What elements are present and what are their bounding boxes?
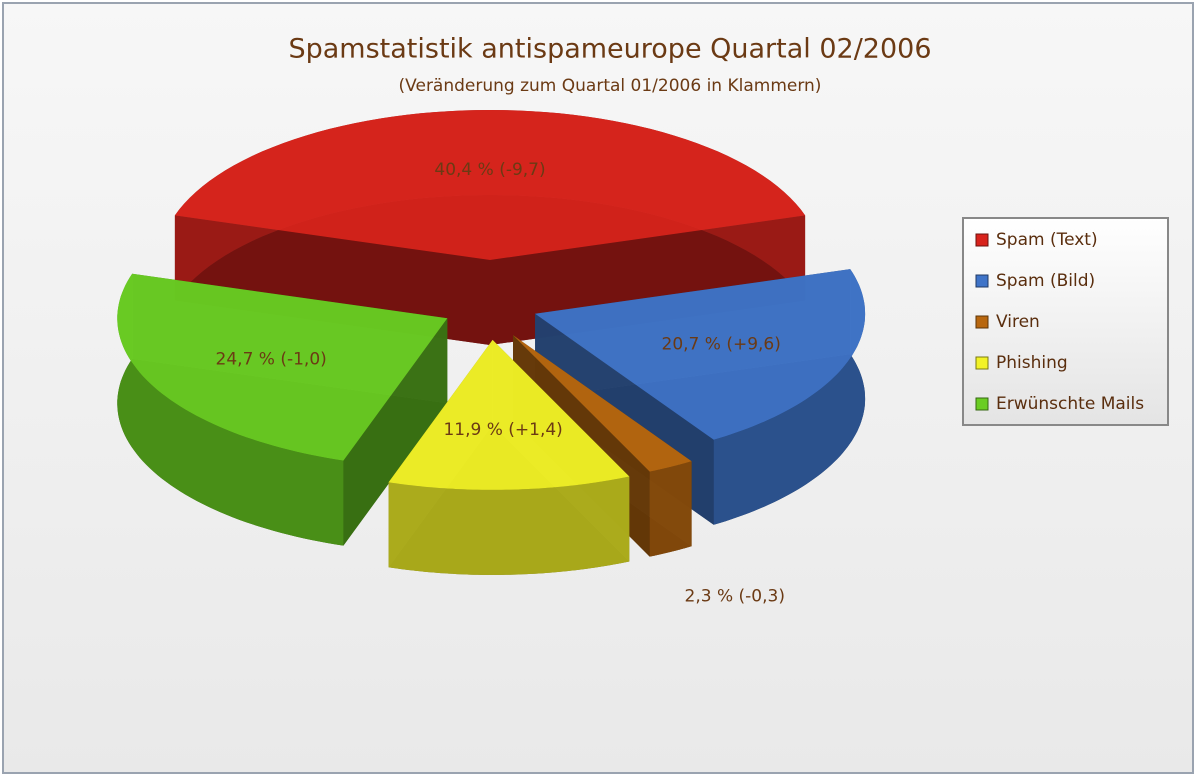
legend-swatch <box>975 274 989 288</box>
legend: Spam (Text) Spam (Bild) Viren Phishing Erwün… <box>962 217 1169 426</box>
legend-box <box>962 217 1169 426</box>
data-label: 40,4 % (-9,7) <box>434 160 545 180</box>
slice <box>117 273 448 461</box>
chart-title: Spamstatistik antispameurope Quartal 02/… <box>288 34 931 65</box>
slice <box>513 335 692 472</box>
slice-wall <box>388 476 630 575</box>
slice <box>388 339 630 490</box>
slice-wall <box>649 461 692 557</box>
legend-swatch <box>975 233 989 247</box>
data-label: 20,7 % (+9,6) <box>662 334 781 354</box>
slice <box>535 269 866 440</box>
labels: 40,4 % (-9,7) 20,7 % (+9,6) 24,7 % (-1,0) 2… <box>216 160 785 607</box>
legend-label: Erwünschte Mails <box>996 394 1144 414</box>
data-label: 24,7 % (-1,0) <box>216 349 327 369</box>
legend-swatch <box>975 356 989 370</box>
slice-wall <box>117 273 344 546</box>
data-label: 2,3 % (-0,3) <box>685 587 785 607</box>
data-label: 11,9 % (+1,4) <box>443 420 562 440</box>
slice <box>174 110 806 260</box>
legend-swatch <box>975 397 989 411</box>
legend-swatch <box>975 315 989 329</box>
legend-label: Viren <box>996 312 1040 332</box>
slice-wall <box>713 269 866 525</box>
legend-label: Spam (Bild) <box>996 271 1095 291</box>
chart-subtitle: (Veränderung zum Quartal 01/2006 in Klam… <box>399 76 822 96</box>
pie <box>117 110 866 575</box>
legend-label: Phishing <box>996 353 1068 373</box>
slice-side <box>174 215 490 345</box>
legend-label: Spam (Text) <box>996 230 1098 250</box>
